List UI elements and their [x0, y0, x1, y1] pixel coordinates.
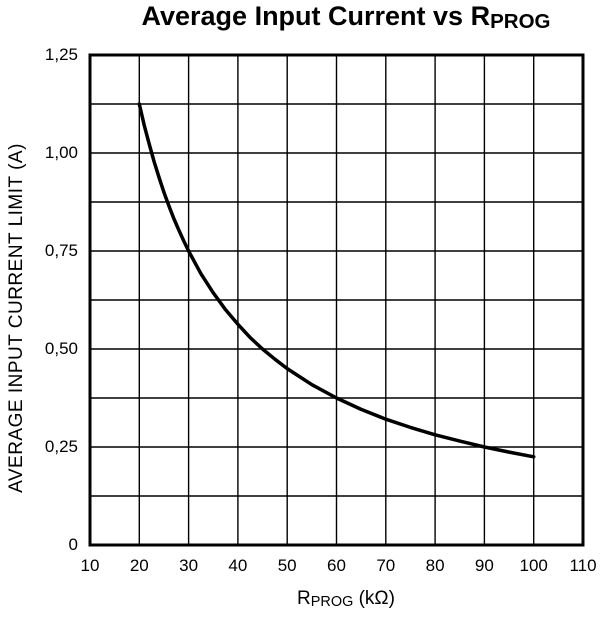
x-tick-label: 110	[569, 556, 597, 575]
x-tick-label: 20	[129, 556, 149, 575]
x-axis-title: RPROG (kΩ)	[90, 588, 600, 610]
y-tick-label: 0,25	[44, 437, 78, 456]
y-tick-label: 0,50	[44, 339, 78, 358]
y-axis-title: AVERAGE INPUT CURRENT LIMIT (A)	[6, 143, 27, 493]
y-tick-label: 0	[68, 535, 78, 554]
x-tick-label: 100	[519, 556, 548, 575]
chart-title: Average Input Current vs RPROG	[90, 1, 600, 34]
x-tick-label: 80	[425, 556, 445, 575]
y-tick-label: 1,00	[44, 143, 78, 162]
x-axis-title-subscript: PROG	[310, 594, 354, 611]
x-tick-label: 90	[474, 556, 494, 575]
plot-border	[88, 53, 585, 547]
y-tick-label: 1,25	[44, 45, 78, 64]
x-tick-label: 50	[277, 556, 297, 575]
y-tick-label: 0,75	[44, 241, 78, 260]
x-axis-title-main: R	[297, 588, 311, 609]
chart-title-main: Average Input Current vs R	[141, 1, 491, 31]
x-tick-label: 30	[179, 556, 199, 575]
x-tick-label: 40	[228, 556, 248, 575]
current-limit-curve	[137, 102, 536, 459]
x-tick-label: 70	[376, 556, 396, 575]
x-tick-label: 60	[327, 556, 346, 575]
chart-title-subscript: PROG	[490, 10, 551, 34]
x-axis-title-unit: (kΩ)	[353, 588, 395, 609]
x-tick-label: 10	[80, 556, 100, 575]
